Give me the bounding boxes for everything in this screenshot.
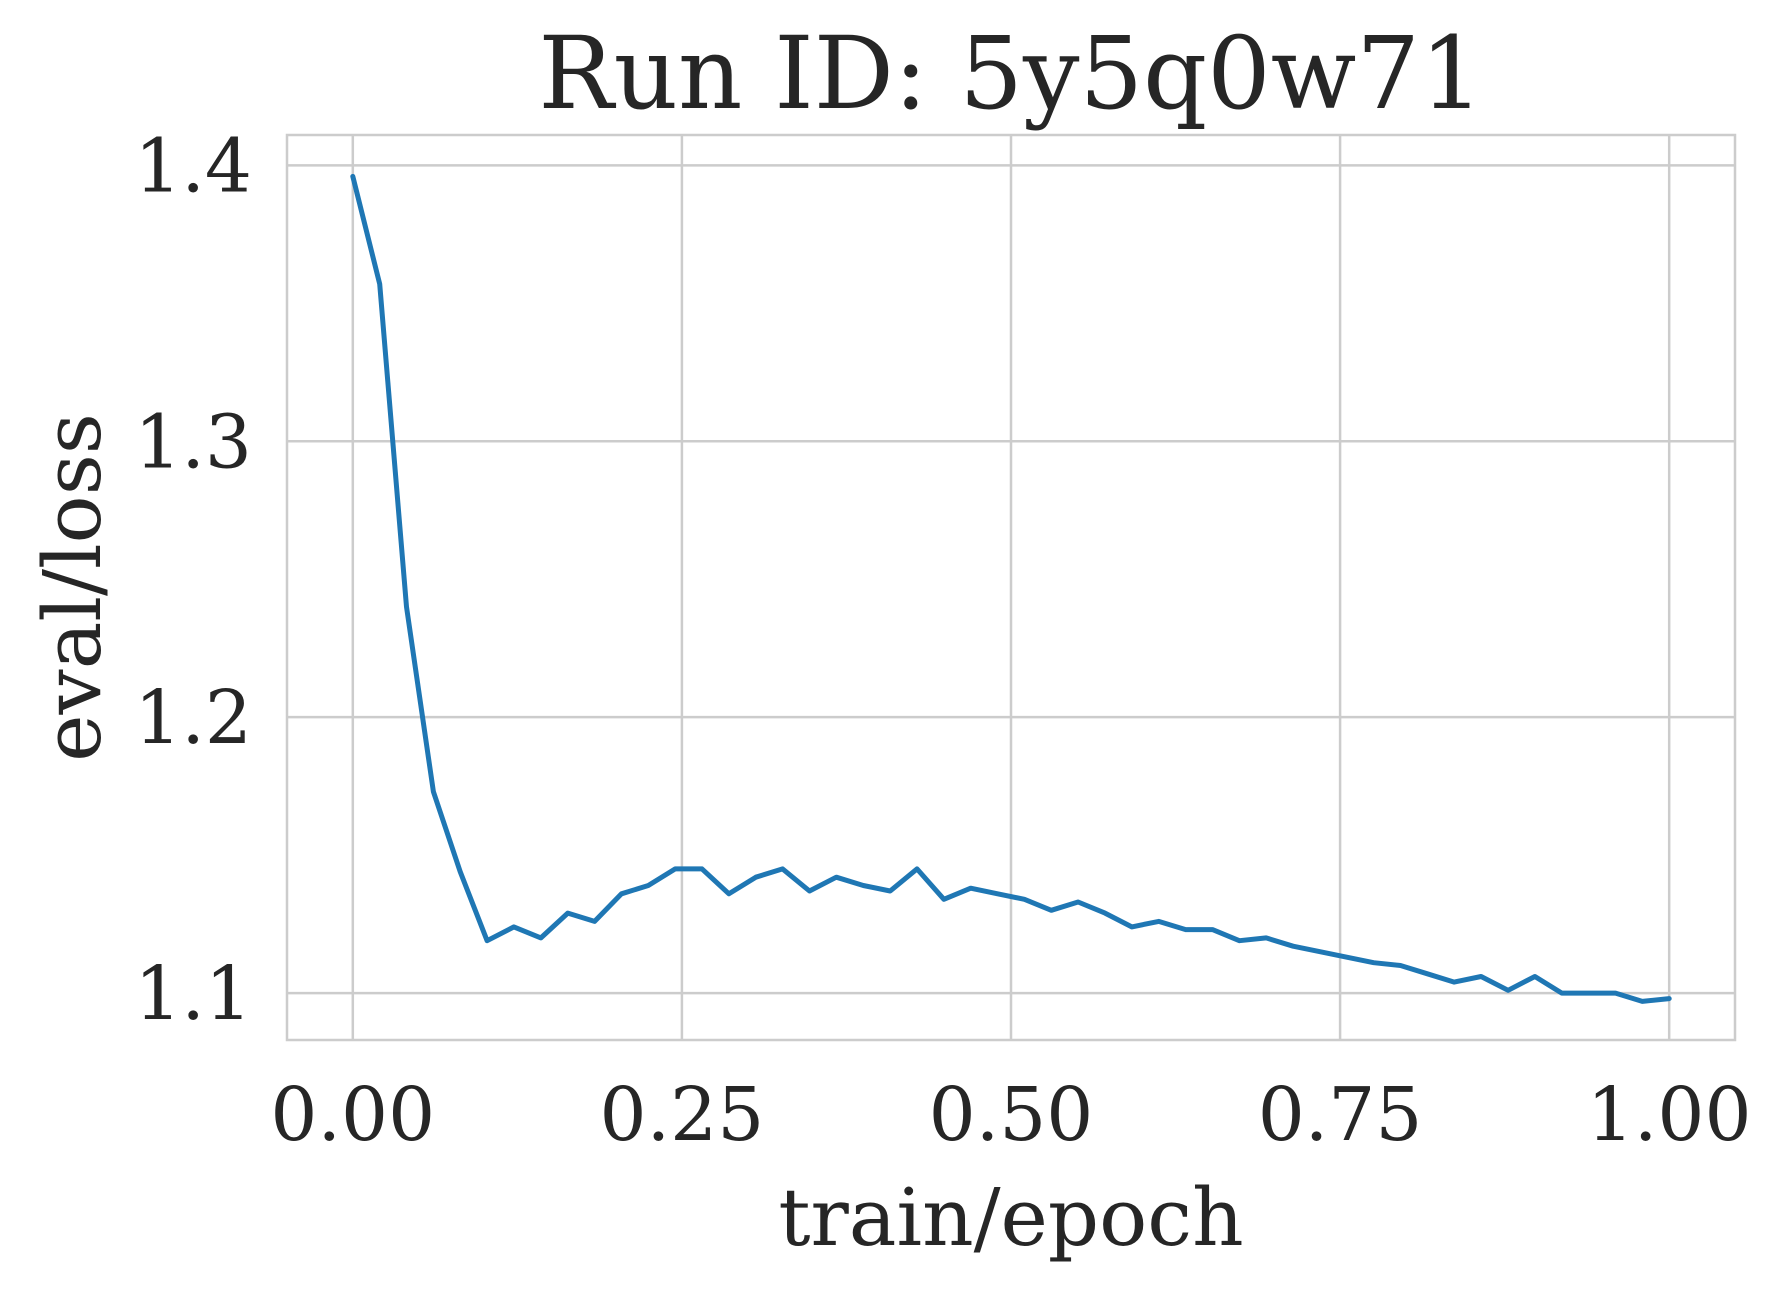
- series-line-eval-loss: [350, 173, 1672, 1004]
- y-tick-labels: 1.1 1.2 1.3 1.4: [134, 123, 252, 1037]
- grid: [287, 135, 1735, 1040]
- x-tick-labels: 0.00 0.25 0.50 0.75 1.00: [270, 1072, 1751, 1158]
- x-tick-label: 0.00: [270, 1072, 435, 1158]
- y-tick-label: 1.1: [134, 951, 252, 1037]
- x-tick-label: 0.50: [929, 1072, 1094, 1158]
- x-tick-label: 0.75: [1258, 1072, 1423, 1158]
- x-tick-label: 0.25: [600, 1072, 765, 1158]
- y-axis-label: eval/loss: [26, 413, 119, 762]
- y-tick-label: 1.2: [134, 675, 252, 761]
- x-tick-label: 1.00: [1587, 1072, 1752, 1158]
- y-tick-label: 1.4: [134, 123, 252, 209]
- x-axis-label: train/epoch: [778, 1171, 1243, 1264]
- chart-title: Run ID: 5y5q0w71: [538, 15, 1483, 132]
- y-tick-label: 1.3: [134, 399, 252, 485]
- plot-frame: [285, 133, 1737, 1042]
